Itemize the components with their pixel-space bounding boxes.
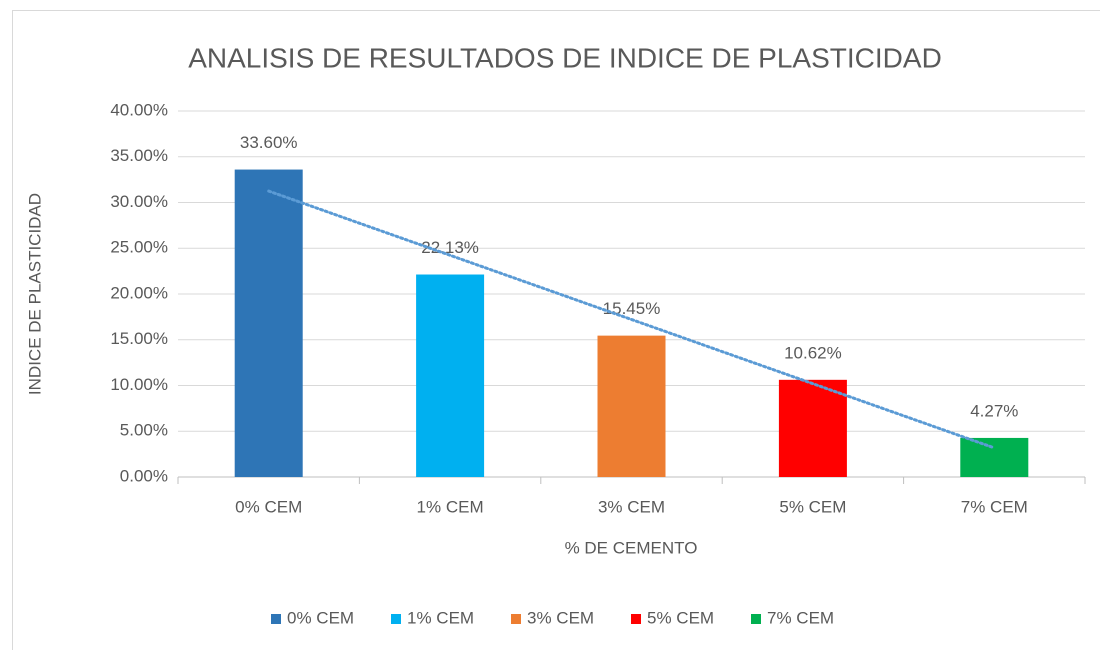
y-tick-label: 5.00% [120,421,168,440]
y-tick-label: 0.00% [120,466,168,485]
chart-frame [12,10,1100,650]
bar [234,169,303,477]
bar [416,274,485,477]
x-tick-label: 5% CEM [779,497,846,516]
legend-label: 7% CEM [767,608,834,627]
legend-swatch [271,614,281,624]
legend-swatch [391,614,401,624]
y-axis-title: INDICE DE PLASTICIDAD [25,193,44,395]
x-axis-title: % DE CEMENTO [565,538,698,557]
x-tick-label: 7% CEM [961,497,1028,516]
data-label: 10.62% [784,343,842,362]
legend-label: 5% CEM [647,608,714,627]
legend-swatch [631,614,641,624]
x-tick-label: 3% CEM [598,497,665,516]
legend-swatch [751,614,761,624]
data-label: 33.60% [240,133,298,152]
data-label: 15.45% [603,299,661,318]
bar [960,437,1029,477]
y-tick-label: 40.00% [110,100,168,119]
x-tick-label: 0% CEM [235,497,302,516]
y-tick-label: 30.00% [110,192,168,211]
legend-label: 1% CEM [407,608,474,627]
bar [778,379,847,477]
x-tick-label: 1% CEM [417,497,484,516]
legend-label: 0% CEM [287,608,354,627]
legend-swatch [511,614,521,624]
legend-label: 3% CEM [527,608,594,627]
y-tick-label: 15.00% [110,329,168,348]
bar [597,335,666,477]
y-tick-label: 25.00% [110,238,168,257]
y-tick-label: 10.00% [110,375,168,394]
data-label: 4.27% [970,401,1018,420]
y-tick-label: 35.00% [110,146,168,165]
data-label: 22.13% [421,238,479,257]
chart-title: ANALISIS DE RESULTADOS DE INDICE DE PLAS… [188,42,942,73]
trendline [267,189,996,450]
y-tick-label: 20.00% [110,283,168,302]
